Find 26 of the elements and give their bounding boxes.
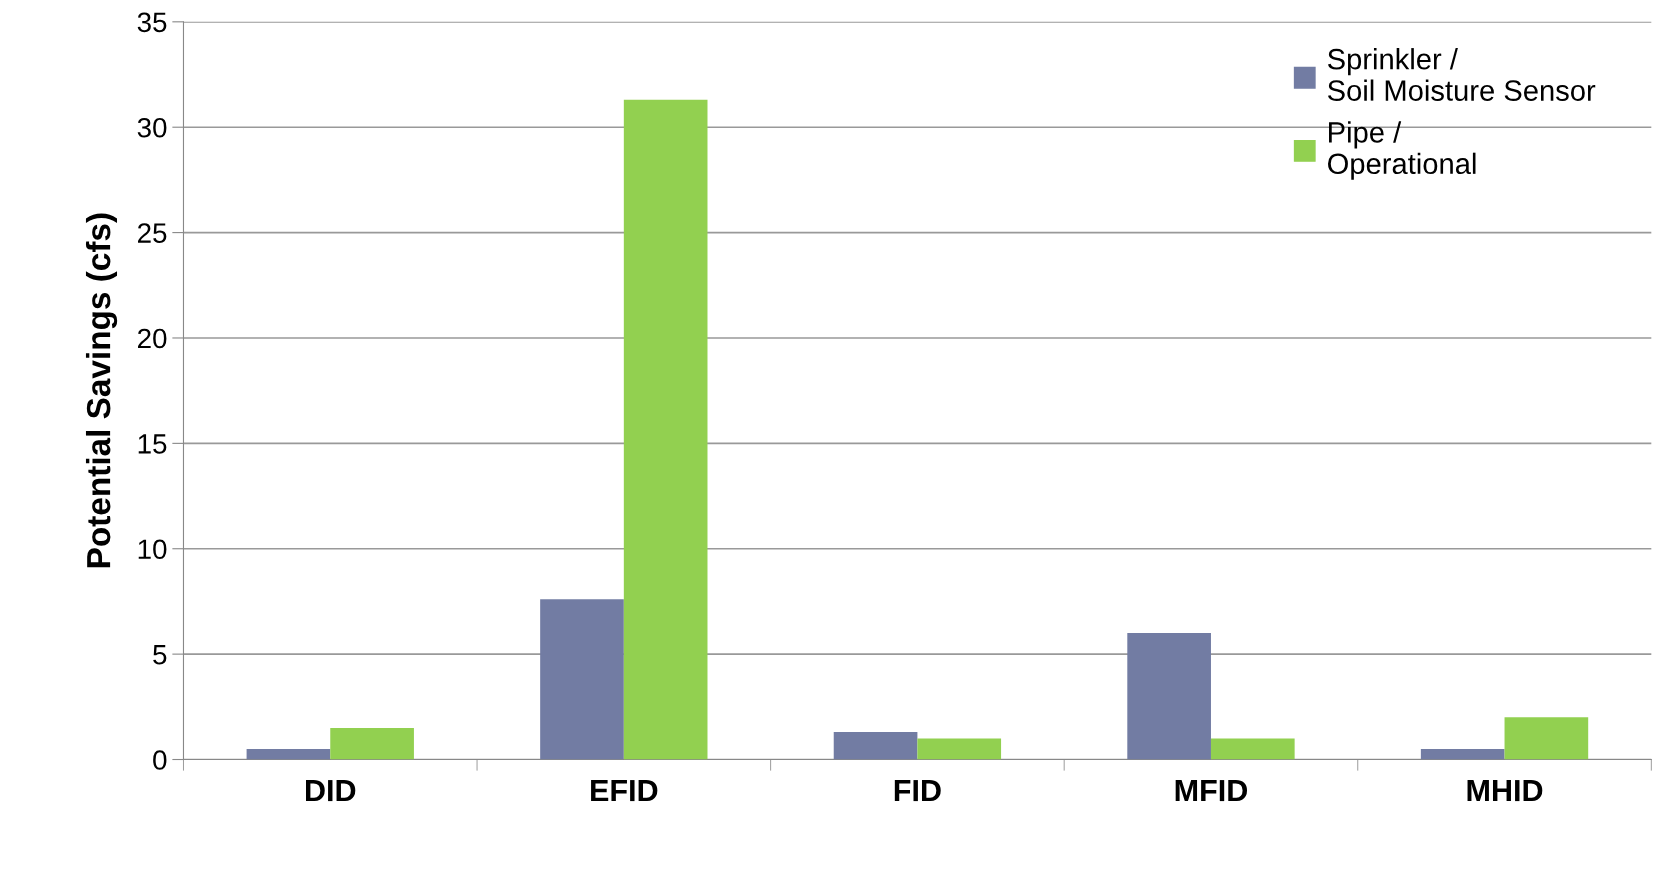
bar (1127, 633, 1211, 760)
bar (330, 727, 414, 760)
bar (623, 99, 708, 760)
bar (833, 732, 918, 760)
x-tick-label: MHID (1467, 780, 1543, 802)
legend-label: Pipe / Operational (1328, 121, 1476, 180)
x-tick-label: MFID (1175, 780, 1248, 802)
x-tick-label: FID (894, 780, 941, 802)
bar (1210, 738, 1295, 760)
y-tick-label: 35 (137, 12, 167, 33)
x-tick-label: DID (306, 780, 356, 802)
y-tick-label: 0 (153, 750, 167, 770)
y-tick-label: 5 (153, 645, 167, 665)
y-axis-title: Potential Savings (cfs) (85, 213, 118, 568)
y-tick-label: 15 (138, 434, 167, 454)
bar (246, 748, 331, 760)
bar (540, 599, 624, 760)
y-tick-label: 25 (138, 223, 167, 243)
bar (1504, 717, 1589, 760)
legend-label: Sprinkler / Soil Moisture Sensor (1327, 48, 1596, 101)
x-tick-label: EFID (591, 780, 658, 802)
y-tick-label: 10 (138, 539, 167, 560)
y-tick-label: 20 (138, 328, 167, 349)
bar (1420, 748, 1505, 760)
y-tick-label: 30 (137, 117, 167, 138)
bar (917, 738, 1002, 760)
